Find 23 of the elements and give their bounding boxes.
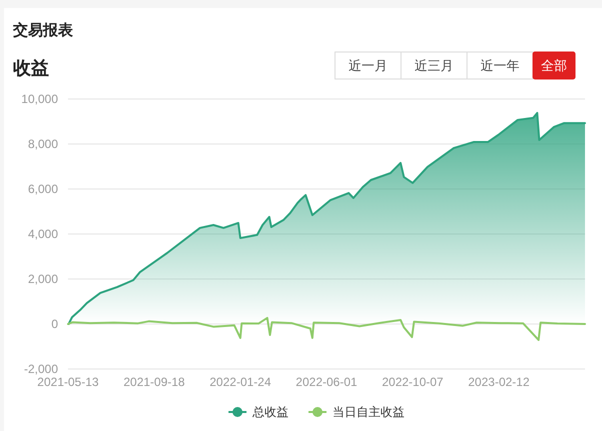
x-tick-label: 2021-09-18: [123, 375, 186, 389]
y-tick-label: 8,000: [28, 137, 58, 151]
y-tick-label: 10,000: [21, 92, 58, 106]
legend-label: 当日自主收益: [332, 405, 404, 419]
chart-title: 交易报表: [12, 21, 74, 39]
button: 近一月: [334, 52, 402, 80]
x-tick-label: 2022-10-07: [382, 375, 444, 389]
x-tick-label: 2022-06-01: [296, 375, 358, 389]
y-tick-label: 4,000: [28, 227, 58, 241]
legend-label: 总收益: [252, 405, 288, 419]
y-tick-label: 6,000: [28, 182, 58, 196]
x-tick-label: 2022-01-24: [210, 375, 272, 389]
button: 近三月: [400, 52, 468, 80]
legend-item: 当日自主收益: [308, 405, 404, 419]
x-tick-label: 2023-02-12: [468, 375, 530, 389]
y-tick-label: 2,000: [28, 272, 58, 286]
legend-item: 总收益: [228, 405, 288, 419]
x-tick-label: 2021-05-13: [37, 375, 100, 389]
y-tick-label: -2,000: [24, 362, 58, 376]
y-tick-label: 0: [51, 317, 58, 331]
chart-subtitle: 收益: [13, 58, 49, 78]
button: 全部: [532, 52, 576, 80]
button: 近一年: [466, 52, 534, 80]
